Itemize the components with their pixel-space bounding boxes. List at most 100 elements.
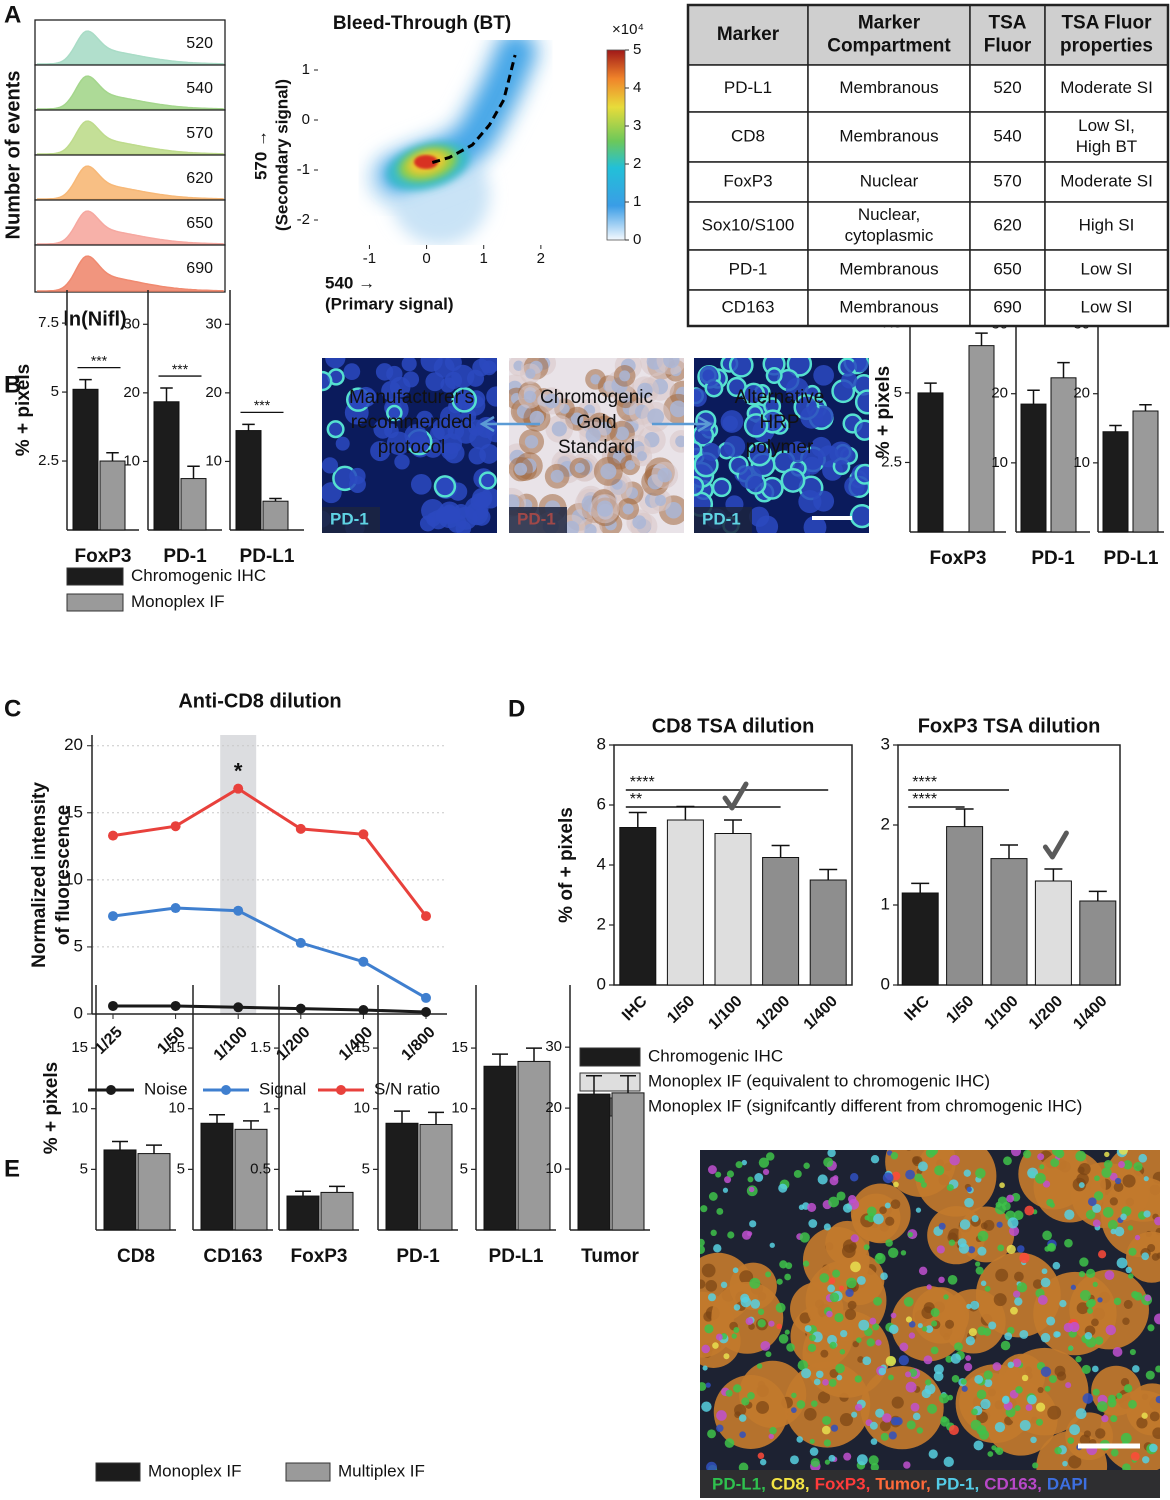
error-bar [771,844,790,858]
cell-dot [828,1196,840,1208]
cell-dot [798,1204,805,1211]
category-label: CD163 [203,1246,262,1267]
cell-dot [1142,1456,1150,1464]
cell [813,364,835,386]
cell-dot [1078,1270,1086,1278]
cell-dot [823,1157,834,1168]
cell-dot [880,1432,889,1441]
cell-dot [1091,1365,1099,1373]
bar [1034,880,1072,986]
cell-dot [1027,1394,1037,1405]
cell-dot [888,1247,899,1258]
error-bar [394,1110,410,1124]
cell-dot [749,1220,757,1228]
cell-dot [1013,1210,1024,1221]
cell-dot [835,1363,845,1374]
cell-dot [884,1202,891,1209]
cell-dot [817,1174,828,1185]
cell-dot [1154,1216,1160,1226]
y-tick-label: 20 [64,735,83,754]
cell-dot [894,1417,903,1426]
nucleus [585,427,601,443]
y-tick-label: 10 [71,1100,88,1117]
cell-dot [810,1458,820,1468]
image-label-box [694,507,752,533]
y-tick-label: 5 [80,1160,88,1177]
cell-dot [842,1203,853,1213]
cell-dot [1014,1405,1021,1412]
cell-dot [995,1203,1006,1215]
cell-dot [749,1277,761,1289]
cell-dot [1042,1230,1052,1241]
cell-dot [1041,1268,1048,1275]
cell [854,389,869,415]
arrow [652,415,713,433]
cell [370,440,391,462]
cell [335,436,350,451]
cell-dot [938,1393,950,1404]
legend-point [106,1085,116,1095]
bar [286,1195,320,1231]
point [233,905,244,916]
cell-dot [722,1187,729,1193]
cell-dot [1007,1326,1015,1335]
cell-dot [1086,1299,1095,1309]
cell-dot [940,1416,948,1423]
tumor-nucleus [700,1279,706,1289]
table-cell-text: Membranous [839,297,938,316]
point [233,1002,244,1013]
cell-dot [724,1176,732,1184]
cell-dot [1138,1153,1148,1163]
y-tick-label: 10 [123,452,140,469]
cell-dot [1025,1404,1033,1411]
cell-dot [1103,1159,1113,1169]
cell [470,493,488,511]
table-cell-text: Low SI, [1078,116,1135,135]
cell-dot [912,1412,921,1421]
cell-dot [908,1320,916,1328]
tumor-nucleus [885,1216,895,1226]
cell-dot [905,1169,916,1180]
cell-dot [741,1397,750,1406]
cell [410,473,432,495]
y-tick-label: 10 [545,1160,562,1177]
error-bar [1109,424,1122,432]
cell-dot [1046,1198,1054,1207]
cell [765,367,783,384]
series-label: 540 [186,80,213,97]
significance-label: **** [912,774,937,791]
cell-dot [856,1454,868,1466]
y-tick-label: 20 [205,384,222,401]
cell-dot [1113,1297,1122,1306]
bar [137,1153,171,1231]
cell [694,475,705,497]
tumor-nucleus [1056,1371,1067,1381]
point [233,783,244,794]
cell-dot [1046,1316,1056,1326]
cell-dot [809,1438,815,1445]
cell-dot [1040,1366,1052,1377]
cell-dot [1085,1209,1096,1220]
micrograph [694,358,869,533]
bar [517,1060,551,1231]
tumor-nucleus [1113,1182,1124,1192]
cell-dot [813,1378,821,1386]
cell-dot [1059,1299,1067,1308]
cell-dot [708,1192,718,1201]
cell-dot [828,1454,836,1462]
x-axis-label: 540 → [325,273,375,292]
cell-dot [1092,1219,1101,1228]
cell-dot [1014,1297,1023,1306]
cell-dot [917,1323,923,1329]
y-axis-label: % of + pixels [556,807,577,923]
legend-label: Chromogenic IHC [131,566,266,585]
category-label: FoxP3 [74,546,131,567]
y-tick-label: 7.5 [38,314,59,331]
cell-dot [765,1351,772,1358]
image-caption: Gold [576,412,616,433]
image-label: PD-1 [330,509,369,528]
cell-dot [907,1231,913,1238]
tumor-nucleus [847,1300,857,1310]
image-label-box [509,507,567,533]
cell-dot [903,1461,911,1469]
